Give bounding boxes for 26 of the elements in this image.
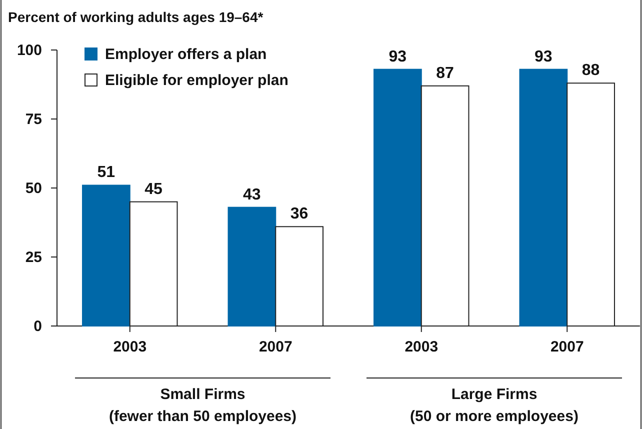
x-tick-label: 2007 — [258, 338, 292, 356]
legend-label: Employer offers a plan — [105, 46, 267, 63]
data-label: 45 — [144, 180, 163, 198]
bar — [519, 68, 568, 326]
y-tick-label: 25 — [25, 248, 42, 266]
x-tick-label: 2003 — [404, 338, 438, 356]
x-tick-label: 2007 — [550, 338, 584, 356]
chart-title: Percent of working adults ages 19–64* — [8, 9, 264, 25]
data-label: 87 — [436, 64, 454, 82]
data-label: 43 — [243, 186, 261, 204]
bar — [228, 206, 276, 326]
data-label: 88 — [582, 62, 600, 80]
data-label: 93 — [534, 48, 552, 66]
data-label: 36 — [290, 206, 308, 223]
x-tick-label: 2003 — [113, 338, 147, 356]
y-tick-label: 50 — [25, 180, 42, 197]
text: Small Firms (fewer than 50 employees) — [108, 386, 297, 425]
text: Large Firms (50 or more employees) — [410, 386, 578, 425]
bar — [374, 68, 422, 326]
data-label: 93 — [388, 48, 407, 66]
y-tick-label: 0 — [34, 318, 42, 335]
data-label: 51 — [97, 164, 116, 182]
bar — [82, 184, 130, 326]
legend-label: Eligible for employer plan — [105, 72, 288, 89]
y-tick-label: 100 — [16, 42, 42, 59]
y-tick-label: 75 — [25, 110, 42, 128]
